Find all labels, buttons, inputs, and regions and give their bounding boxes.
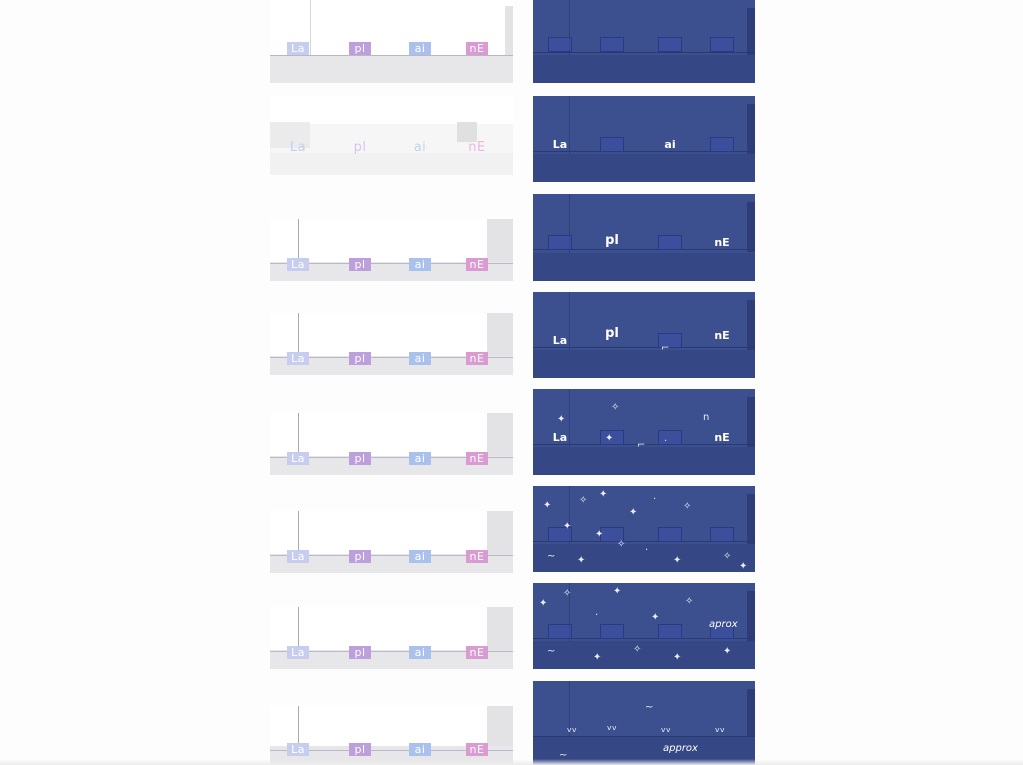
blue-tile-ne bbox=[710, 37, 734, 52]
glyph-tile-ne: nE bbox=[466, 42, 488, 55]
frame-blue-3: pl nE bbox=[533, 194, 755, 281]
frame-light-6: La pl ai nE bbox=[270, 511, 513, 573]
glyph-tile-ai: ai bbox=[409, 550, 431, 563]
glyph-tile-la: La bbox=[287, 646, 309, 659]
glyph-tile-pl: pl bbox=[349, 258, 371, 271]
blue-tile-ai bbox=[658, 430, 682, 445]
frame-blue-7: aprox ✦ ✧ ✦ ✦ ✧ · ~ ✦ ✧ ✦ ✦ bbox=[533, 583, 755, 669]
blue-tile-pl bbox=[600, 527, 624, 542]
glyph-tile-ai: ai bbox=[409, 743, 431, 756]
frame-light-7: La pl ai nE bbox=[270, 607, 513, 669]
blue-tile-la: La bbox=[552, 138, 568, 151]
blue-tile-la bbox=[548, 624, 572, 639]
glyph-tile-ai: ai bbox=[409, 352, 431, 365]
blue-tile-ai bbox=[658, 37, 682, 52]
blue-tile-pl: pl bbox=[605, 233, 619, 248]
glyph-tile-ai: ai bbox=[409, 646, 431, 659]
frame-blue-2: La ai bbox=[533, 96, 755, 182]
glyph-tile-ai: ai bbox=[409, 42, 431, 55]
glyph-tile-pl: pl bbox=[349, 646, 371, 659]
glyph-tile-la: La bbox=[287, 550, 309, 563]
blue-tile-ai: ai bbox=[664, 138, 676, 151]
glyph-tile-ne: nE bbox=[466, 646, 488, 659]
blue-tile-ai bbox=[658, 624, 682, 639]
glyph-tile-ai: ai bbox=[409, 452, 431, 465]
glyph-tile-ne: nE bbox=[466, 743, 488, 756]
blue-tile-la: La bbox=[552, 334, 568, 347]
frame-light-3: La pl ai nE bbox=[270, 219, 513, 281]
glyph-tile-ne: nE bbox=[468, 140, 486, 155]
glyph-tile-pl: pl bbox=[349, 452, 371, 465]
glyph-tile-ne: nE bbox=[466, 258, 488, 271]
glyph-tile-pl: pl bbox=[349, 743, 371, 756]
blue-tile-ne bbox=[710, 624, 734, 639]
frame-light-4: La pl ai nE bbox=[270, 313, 513, 375]
frame-light-8: La pl ai nE bbox=[270, 706, 513, 765]
glyph-tile-ne: nE bbox=[466, 452, 488, 465]
scribble-caption: aprox bbox=[709, 619, 738, 630]
blue-tile-ne: nE bbox=[714, 329, 730, 342]
glyph-tile-la: La bbox=[287, 452, 309, 465]
glyph-tile-la: La bbox=[287, 743, 309, 756]
glyph-tile-la: La bbox=[287, 352, 309, 365]
glyph-tile-la: La bbox=[289, 140, 307, 155]
frame-light-1: La pl ai nE bbox=[270, 0, 513, 83]
blue-tile-ne: nE bbox=[714, 431, 730, 444]
frame-blue-5: La nE ✦ ✧ n ✦ ⌐ · bbox=[533, 389, 755, 475]
blue-tile-ai bbox=[658, 527, 682, 542]
blue-tile-la: La bbox=[552, 431, 568, 444]
glyph-tile-la: La bbox=[287, 258, 309, 271]
blue-tile-la bbox=[548, 527, 572, 542]
blue-tile-pl bbox=[600, 37, 624, 52]
blue-tile-ne bbox=[710, 527, 734, 542]
blue-tile-ne: nE bbox=[714, 236, 730, 249]
glyph-tile-ai: ai bbox=[413, 140, 427, 155]
frame-blue-8: ᵥᵥ ᵥᵥ ᵥᵥ ᵥᵥ ~ ~ approx bbox=[533, 681, 755, 765]
blue-tile-ai bbox=[658, 235, 682, 250]
glyph-tile-ne: nE bbox=[466, 550, 488, 563]
blue-tile-pl bbox=[600, 624, 624, 639]
blue-tile-pl bbox=[600, 430, 624, 445]
frame-blue-6: ✦ ✧ ✦ ✦ · ✧ ✦ ✦ ✧ ~ ✦ · ✦ ✧ ✦ bbox=[533, 486, 755, 572]
blue-tile-ai bbox=[658, 333, 682, 348]
scribble-caption: approx bbox=[663, 743, 698, 754]
blue-tile-pl: pl bbox=[605, 326, 619, 341]
blue-tile-pl bbox=[600, 137, 624, 152]
glyph-tile-pl: pl bbox=[353, 140, 367, 155]
blue-tile-ne bbox=[710, 137, 734, 152]
frame-light-5: La pl ai nE bbox=[270, 413, 513, 475]
frame-blue-1 bbox=[533, 0, 755, 83]
blue-tile-la bbox=[548, 235, 572, 250]
frame-blue-4: La pl ⌐ nE bbox=[533, 292, 755, 378]
glyph-tile-ne: nE bbox=[466, 352, 488, 365]
glyph-tile-pl: pl bbox=[349, 352, 371, 365]
glyph-tile-pl: pl bbox=[349, 550, 371, 563]
bottom-edge bbox=[0, 759, 1023, 765]
glyph-tile-pl: pl bbox=[349, 42, 371, 55]
glyph-tile-la: La bbox=[287, 42, 309, 55]
frame-light-2: La pl ai nE bbox=[270, 96, 513, 175]
glyph-tile-ai: ai bbox=[409, 258, 431, 271]
blue-tile-la bbox=[548, 37, 572, 52]
